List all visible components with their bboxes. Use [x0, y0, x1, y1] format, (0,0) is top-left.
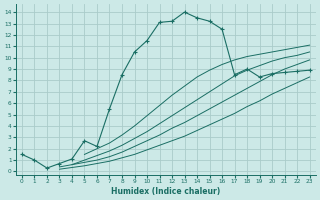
X-axis label: Humidex (Indice chaleur): Humidex (Indice chaleur) [111, 187, 220, 196]
